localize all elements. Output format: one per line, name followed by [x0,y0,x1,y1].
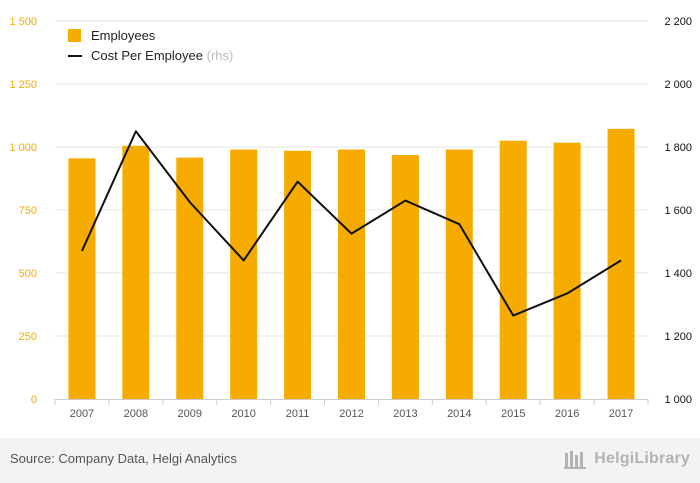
bar-employees [284,150,312,399]
legend: Employees Cost Per Employee (rhs) [68,28,233,63]
brand-logo: HelgiLibrary [564,449,690,469]
x-tick-label: 2012 [339,408,363,420]
x-tick-label: 2014 [447,408,471,420]
bar-employees [499,140,527,399]
left-tick-label: 250 [19,331,37,343]
left-tick-label: 500 [19,268,37,280]
x-axis: 2007 2008 2009 2010 2011 2012 2013 2014 2015 2016… [54,399,649,420]
legend-label-employees: Employees [91,28,156,43]
x-tick-label: 2008 [124,408,148,420]
bar-employees [553,142,581,399]
left-tick-label: 0 [31,394,37,406]
x-tick-label: 2011 [286,408,310,420]
bar-employees [445,149,473,399]
line-cost-per-employee [81,130,622,317]
x-tick-label: 2016 [555,408,579,420]
x-tick-label: 2013 [393,408,417,420]
cost-line [81,130,622,317]
right-tick-label: 1 600 [664,205,692,217]
right-tick-label: 1 400 [664,268,692,280]
right-tick-label: 2 200 [664,16,692,28]
legend-suffix-rhs: (rhs) [207,48,234,63]
x-tick-label: 2009 [178,408,202,420]
source-text: Source: Company Data, Helgi Analytics [10,451,237,466]
bar-employees [230,149,258,399]
bar-employees [338,149,365,399]
bar-employees [122,145,150,399]
right-tick-label: 1 200 [664,331,692,343]
bar-employees [68,158,96,399]
bar-employees [391,155,419,399]
legend-label-cost: Cost Per Employee (rhs) [91,48,233,63]
right-tick-label: 2 000 [664,79,692,91]
left-tick-label: 1 250 [9,79,37,91]
x-tick-label: 2017 [609,408,633,420]
legend-swatch-employees [68,29,81,42]
footer: Source: Company Data, Helgi Analytics He… [0,438,700,483]
left-axis: 0 250 500 750 1 000 1 250 1 500 [9,16,37,406]
x-tick-label: 2007 [70,408,94,420]
right-axis: 1 000 1 200 1 400 1 600 1 800 2 000 2 200 [664,16,692,406]
x-tick-label: 2015 [501,408,525,420]
left-tick-label: 1 500 [9,16,37,28]
right-tick-label: 1 000 [664,394,692,406]
left-tick-label: 1 000 [9,142,37,154]
brand-name: HelgiLibrary [594,450,690,467]
bar-employees [176,157,204,399]
bars [68,128,635,399]
right-tick-label: 1 800 [664,142,692,154]
library-icon [564,451,587,469]
x-tick-label: 2010 [231,408,255,420]
left-tick-label: 750 [19,205,37,217]
combo-chart: 2007 2008 2009 2010 2011 2012 2013 2014 2015 2016… [9,16,692,420]
bar-employees [607,128,635,399]
